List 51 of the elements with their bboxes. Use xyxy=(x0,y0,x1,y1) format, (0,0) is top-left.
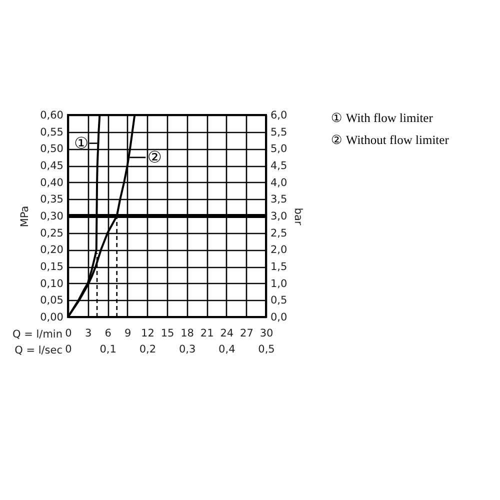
y2-axis-title: bar xyxy=(292,208,304,226)
x2-axis-title: Q = l/sec xyxy=(14,344,63,356)
text: ① With flow limiter xyxy=(331,111,434,125)
x2-tick-label: 0 xyxy=(65,344,72,356)
x-tick-label: 24 xyxy=(220,328,234,340)
x2-tick-label: 0,5 xyxy=(258,344,275,356)
y-tick-label: 0,30 xyxy=(40,210,64,222)
text: ② Without flow limiter xyxy=(331,133,450,147)
x-tick-label: 21 xyxy=(200,328,214,340)
x-tick-label: 27 xyxy=(240,328,254,340)
y-tick-label: 0,40 xyxy=(40,176,64,189)
y-tick-label: 0,45 xyxy=(40,160,64,172)
x2-tick-label: 0,4 xyxy=(218,344,236,356)
y2-tick-label: 3,5 xyxy=(270,194,288,206)
x-tick-label: 0 xyxy=(65,328,72,340)
x-tick-label: 12 xyxy=(141,328,154,340)
x2-tick-label: 0,3 xyxy=(178,344,196,356)
y-tick-label: 0,05 xyxy=(40,294,64,307)
y-tick-label: 0,10 xyxy=(40,278,64,290)
x-tick-label: 18 xyxy=(180,328,194,340)
y-tick-label: 0,25 xyxy=(40,227,64,240)
y2-tick-label: 4,5 xyxy=(270,160,288,172)
legend-label: ② xyxy=(147,147,162,166)
y-tick-label: 0,55 xyxy=(40,126,64,138)
x-tick-label: 9 xyxy=(124,328,132,340)
x-tick-label: 3 xyxy=(84,328,92,340)
y-tick-label: 0,20 xyxy=(40,244,64,256)
y-tick-label: 0,15 xyxy=(40,261,64,273)
x-axis-title: Q = l/min xyxy=(12,328,62,340)
y-tick-label: 0,00 xyxy=(40,312,64,324)
y-tick-label: 0,50 xyxy=(40,143,64,156)
y2-tick-label: 0,5 xyxy=(270,294,288,307)
x-tick-label: 30 xyxy=(260,328,274,340)
y-axis-title: MPa xyxy=(19,206,32,228)
y2-tick-label: 0,0 xyxy=(270,312,288,324)
y2-tick-label: 2,0 xyxy=(270,244,288,256)
y2-tick-label: 6,0 xyxy=(270,110,288,122)
y2-tick-label: 1,0 xyxy=(270,278,288,290)
y-tick-label: 0,35 xyxy=(40,194,64,206)
y2-tick-label: 4,0 xyxy=(270,176,288,189)
y2-tick-label: 1,5 xyxy=(270,261,288,273)
y2-tick-label: 2,5 xyxy=(270,227,288,240)
y2-tick-label: 3,0 xyxy=(270,210,288,222)
x-tick-label: 6 xyxy=(104,328,112,340)
x2-tick-label: 0,1 xyxy=(100,344,116,356)
y2-tick-label: 5,5 xyxy=(270,126,288,138)
x-tick-label: 15 xyxy=(160,328,174,340)
y-tick-label: 0,60 xyxy=(40,110,64,122)
series-label: ① xyxy=(74,133,88,152)
y2-tick-label: 5,0 xyxy=(270,143,288,156)
x2-tick-label: 0,2 xyxy=(139,344,156,356)
